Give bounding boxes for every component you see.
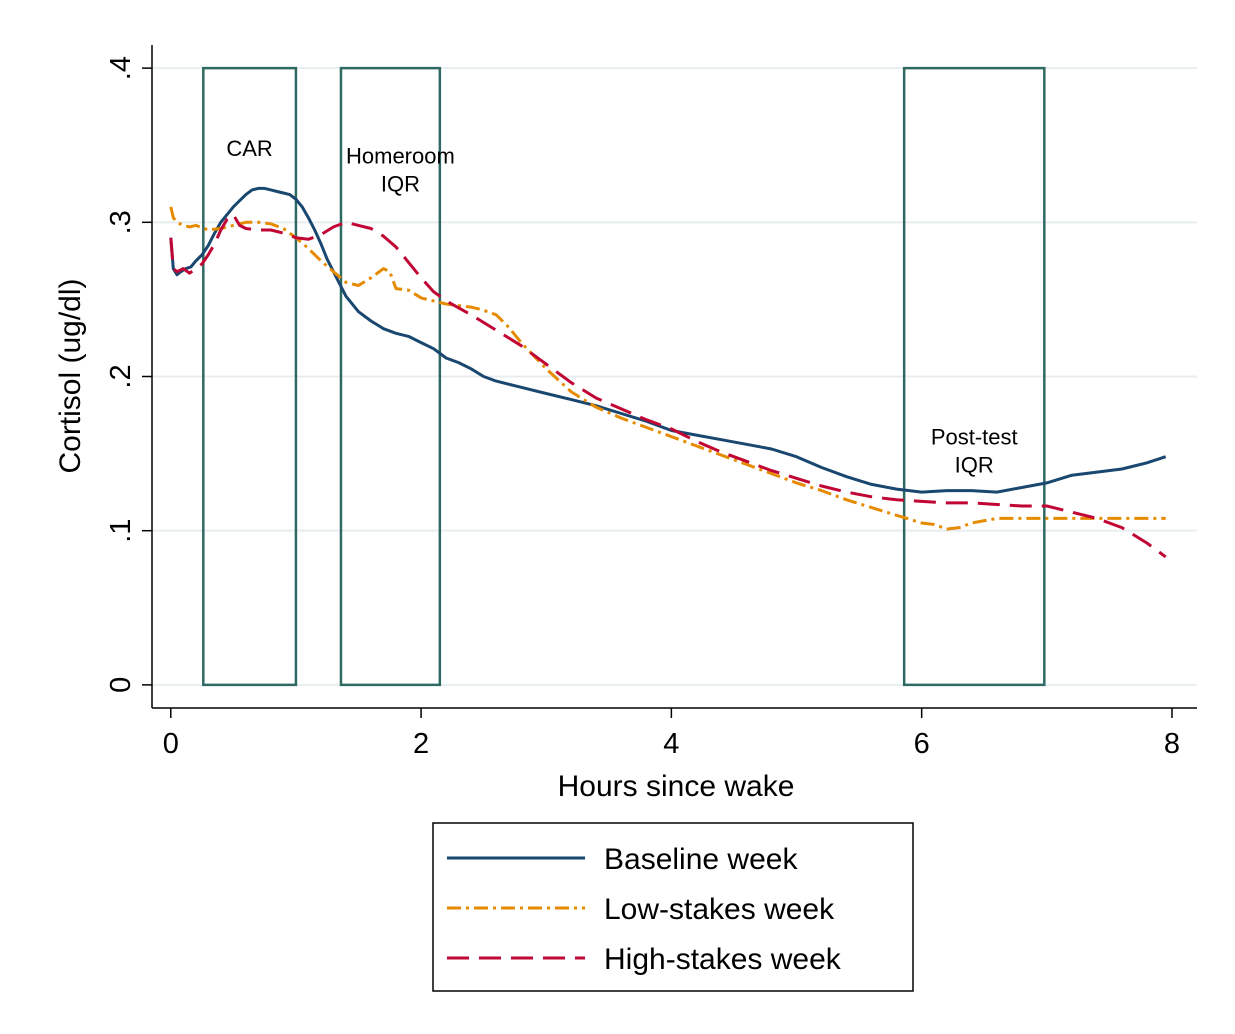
- window-label: Homeroom: [346, 144, 455, 169]
- x-tick-label: 4: [663, 728, 679, 760]
- window-box: [339, 66, 442, 687]
- y-axis-title: Cortisol (ug/dl): [54, 278, 87, 473]
- axes: 0 .1 .2 .3 .4 0 2 4 6 8: [105, 45, 1197, 760]
- y-tick-label: .3: [105, 210, 137, 234]
- window-box: [902, 66, 1046, 687]
- x-tick-label: 2: [413, 728, 429, 760]
- legend-label: Baseline week: [604, 843, 798, 876]
- series-line: [169, 206, 1166, 531]
- time-window-boxes: [202, 66, 1046, 687]
- window-label: IQR: [381, 172, 420, 197]
- window-box: [202, 66, 298, 687]
- data-series: [169, 186, 1167, 559]
- y-tick-label: 0: [105, 677, 137, 693]
- window-label: Post-test: [931, 424, 1018, 449]
- legend: Baseline week Low-stakes week High-stakes …: [432, 822, 914, 992]
- series-line: [169, 186, 1167, 494]
- window-label: IQR: [955, 452, 994, 477]
- y-tick-label: .4: [105, 56, 137, 80]
- x-tick-label: 6: [914, 728, 930, 760]
- x-axis-title: Hours since wake: [558, 770, 795, 803]
- window-annotations: CAR Homeroom IQR Post-test IQR: [226, 136, 1017, 477]
- y-tick-label: .2: [105, 364, 137, 388]
- legend-label: Low-stakes week: [604, 893, 835, 926]
- y-tick-label: .1: [105, 519, 137, 543]
- series-line: [169, 213, 1167, 559]
- legend-label: High-stakes week: [604, 943, 842, 976]
- x-tick-label: 0: [163, 728, 179, 760]
- window-label: CAR: [226, 136, 272, 161]
- x-tick-label: 8: [1164, 728, 1180, 760]
